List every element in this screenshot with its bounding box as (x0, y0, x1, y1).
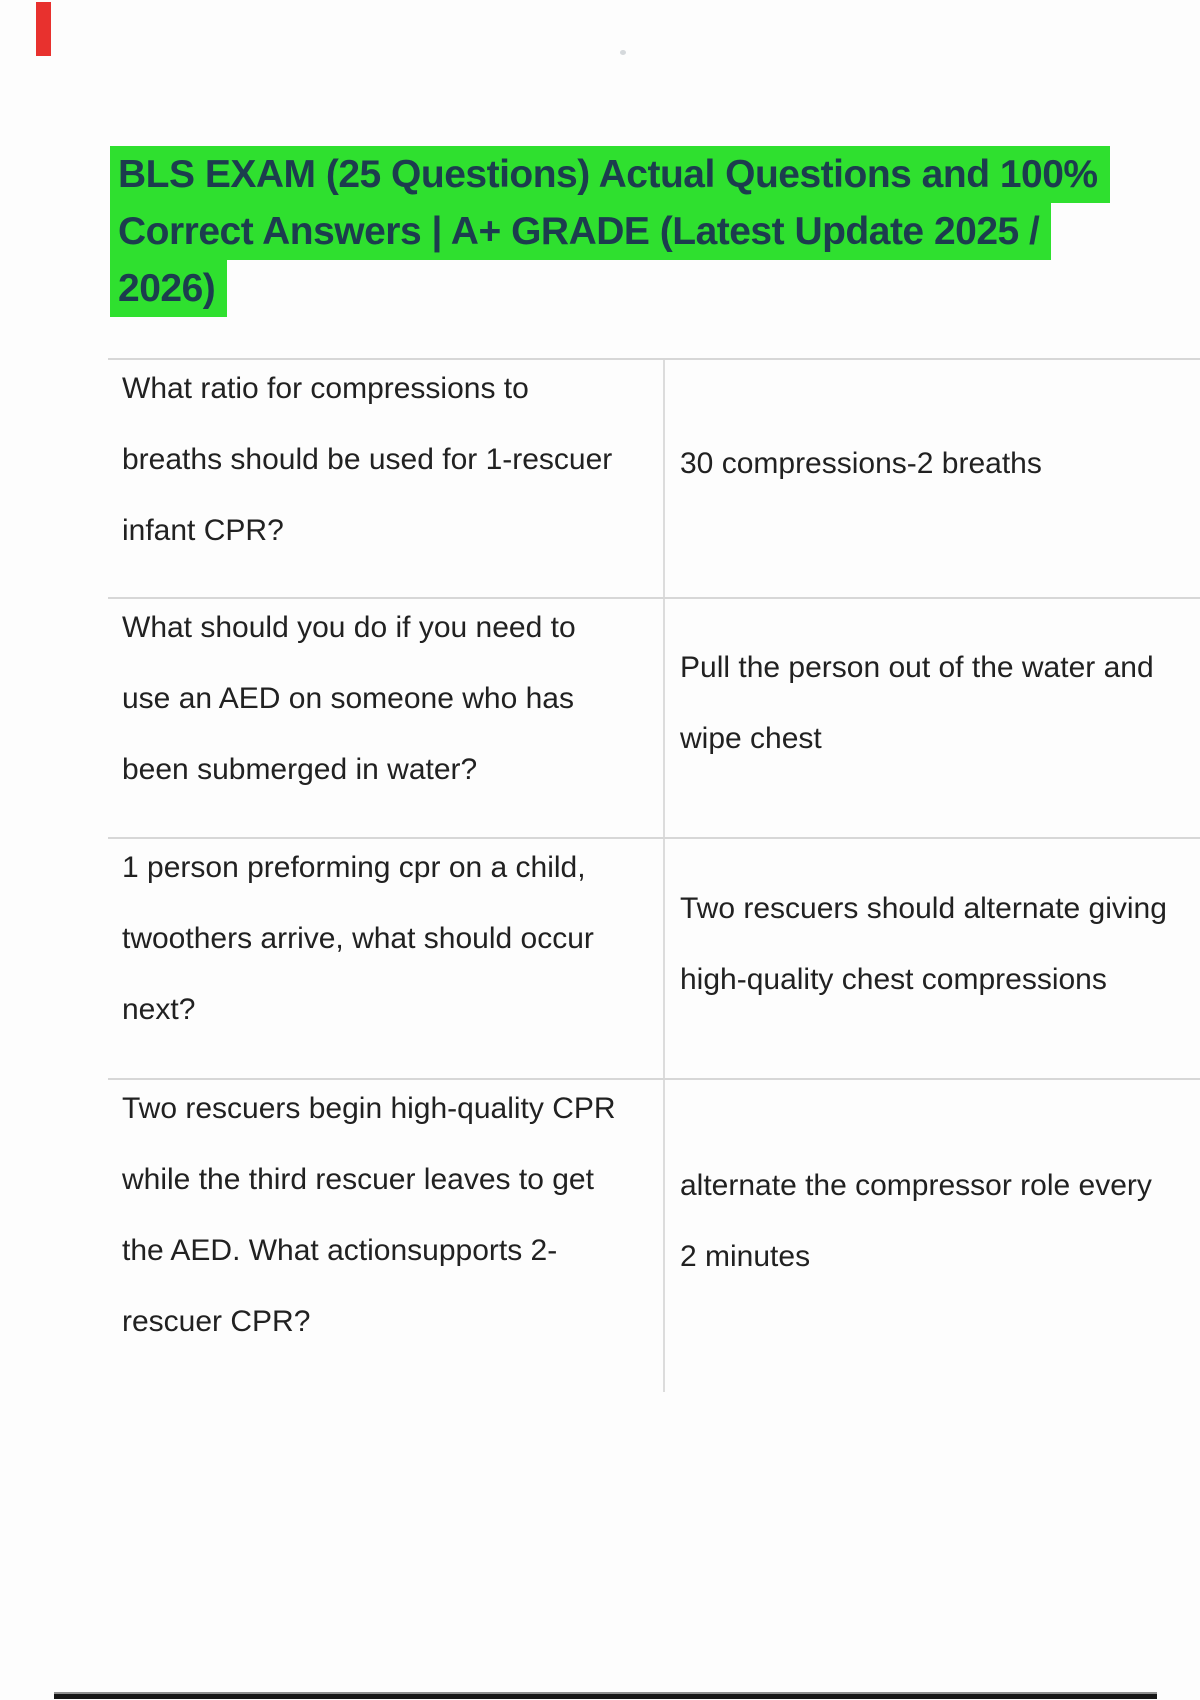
answer-text-line: Pull the person out of the water and (680, 651, 1154, 684)
qa-row: What should you do if you need to use an … (108, 597, 1200, 837)
question-cell: Two rescuers begin high-quality CPR while… (108, 1080, 665, 1392)
question-cell: What ratio for compressions to breaths sh… (108, 360, 665, 597)
answer-cell: 30 compressions-2 breaths (665, 360, 1200, 597)
answer-cell: Two rescuers should alternate giving high… (665, 839, 1200, 1078)
qa-table: What ratio for compressions to breaths sh… (108, 358, 1200, 1392)
answer-text-line: 2 minutes (680, 1240, 811, 1273)
question-text-line: breaths should be used for 1-rescuer (122, 443, 613, 476)
answer-text-line: alternate the compressor role every (680, 1169, 1152, 1202)
answer-text-line: wipe chest (680, 722, 822, 755)
question-text-line: 1 person preforming cpr on a child, (122, 851, 586, 884)
qa-row: What ratio for compressions to breaths sh… (108, 358, 1200, 597)
question-text-line: twoothers arrive, what should occur (122, 922, 594, 955)
question-text-line: Two rescuers begin high-quality CPR (122, 1092, 616, 1125)
page-title-line: Correct Answers | A+ GRADE (Latest Updat… (110, 203, 1052, 260)
answer-cell: Pull the person out of the water and wipe… (665, 599, 1200, 837)
page-title-line: BLS EXAM (25 Questions) Actual Questions… (110, 146, 1110, 203)
page-speck-artifact (620, 50, 626, 55)
question-text-line: rescuer CPR? (122, 1305, 311, 1338)
question-cell: 1 person preforming cpr on a child, twoot… (108, 839, 665, 1078)
question-text-line: while the third rescuer leaves to get (122, 1163, 594, 1196)
qa-row: 1 person preforming cpr on a child, twoot… (108, 837, 1200, 1078)
answer-cell: alternate the compressor role every 2 min… (665, 1080, 1200, 1392)
qa-row: Two rescuers begin high-quality CPR while… (108, 1078, 1200, 1392)
answer-text-line: 30 compressions-2 breaths (680, 447, 1042, 480)
page-title-line: 2026) (110, 260, 228, 317)
question-text-line: infant CPR? (122, 514, 284, 547)
question-text-line: next? (122, 993, 196, 1026)
page-bottom-bar (54, 1692, 1157, 1699)
answer-text-line: Two rescuers should alternate giving (680, 891, 1167, 925)
question-text-line: been submerged in water? (122, 753, 478, 786)
question-cell: What should you do if you need to use an … (108, 599, 665, 837)
question-text-line: the AED. What actionsupports 2- (122, 1234, 558, 1267)
page-title: BLS EXAM (25 Questions) Actual Questions… (110, 146, 1110, 317)
question-text-line: use an AED on someone who has (122, 682, 574, 715)
question-text-line: What ratio for compressions to (122, 372, 529, 405)
question-text-line: What should you do if you need to (122, 611, 576, 644)
answer-text-line: high-quality chest compressions (680, 962, 1107, 996)
red-marker-artifact (36, 2, 51, 56)
